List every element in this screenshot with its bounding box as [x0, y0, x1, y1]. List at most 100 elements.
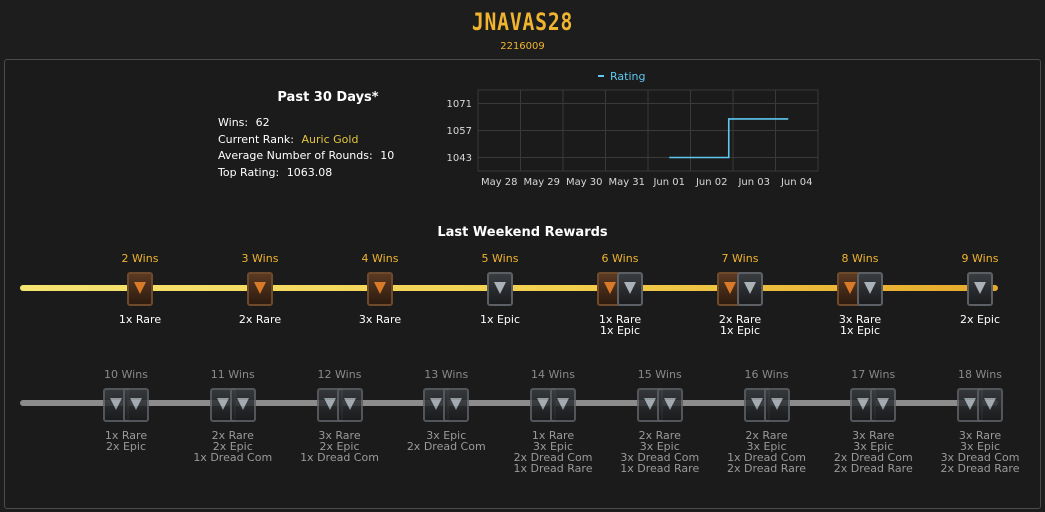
y-tick-label: 1057: [447, 126, 472, 137]
reward-tier: 11 Wins 2x Rare 2x Epic 1x Dread Com: [178, 368, 288, 463]
reward-line: 3x Rare: [958, 429, 1002, 442]
reward-tier: 18 Wins 3x Rare 3x Epic 3x Dread Com 2x Drea…: [925, 368, 1035, 474]
epic-chest-icon: [550, 388, 576, 422]
x-tick-label: Jun 03: [737, 177, 770, 188]
chest-group: [285, 386, 395, 424]
reward-line: 2x Dread Rare: [833, 462, 913, 475]
tier-wins-label: 12 Wins: [317, 368, 362, 381]
reward-tier: 7 Wins 2x Rare 1x Epic: [685, 252, 795, 336]
y-tick-label: 1071: [447, 99, 472, 110]
tier-wins-label: 16 Wins: [744, 368, 789, 381]
tier-wins-label: 15 Wins: [637, 368, 682, 381]
stat-value: 1063.08: [286, 165, 333, 179]
player-id: 2216009: [500, 41, 545, 52]
epic-chest-icon: [656, 388, 683, 422]
stat-label: Wins:: [218, 116, 249, 129]
epic-chest-icon: [123, 388, 149, 422]
stat-average-rounds: Average Number of Rounds: 10: [218, 148, 448, 165]
reward-line: 3x Epic: [853, 440, 894, 453]
reward-tier: 13 Wins 3x Epic 2x Dread Com: [391, 368, 501, 452]
reward-line: 1x Epic: [839, 324, 881, 337]
y-tick-label: 1043: [447, 153, 472, 164]
reward-line: 3x Epic: [746, 440, 787, 453]
reward-line: 3x Epic: [532, 440, 574, 453]
player-name: JNAVAS28: [471, 8, 574, 36]
reward-line: 2x Dread Com: [513, 451, 593, 464]
reward-tier: 9 Wins 2x Epic: [925, 252, 1035, 325]
tier-rewards: 2x Rare 2x Epic 1x Dread Com: [178, 430, 288, 463]
stat-label: Current Rank:: [218, 132, 295, 146]
chest-group: [565, 270, 675, 308]
chest-group: [85, 270, 195, 308]
chest-group: [685, 270, 795, 308]
x-tick-label: Jun 02: [695, 177, 728, 188]
tier-wins-label: 5 Wins: [481, 252, 519, 265]
stat-value: 10: [380, 149, 395, 162]
chest-group: [205, 270, 315, 308]
epic-chest-icon: [336, 388, 363, 422]
reward-tier: 15 Wins 2x Rare 3x Epic 3x Dread Com 1x Drea…: [605, 368, 715, 474]
tier-rewards: 3x Rare 3x Epic 3x Dread Com 2x Dread Rare: [925, 430, 1035, 474]
reward-line: 3x Epic: [959, 440, 1001, 453]
reward-line: 2x Rare: [745, 429, 788, 442]
stat-wins: Wins: 62: [218, 115, 448, 132]
reward-tier: 4 Wins 3x Rare: [325, 252, 435, 325]
epic-chest-icon: [617, 272, 643, 306]
chest-group: [178, 386, 288, 424]
tier-rewards: 3x Epic 2x Dread Com: [391, 430, 501, 452]
reward-line: 1x Rare: [118, 313, 162, 326]
chest-group: [712, 386, 822, 424]
reward-line: 1x Epic: [599, 324, 641, 337]
reward-line: 1x Dread Rare: [513, 462, 593, 475]
rare-chest-icon: [367, 272, 393, 306]
rating-chart: 1043 1057 1071 May 28 May 29 May 30 May 31 Jun …: [447, 70, 819, 188]
chest-group: [445, 270, 555, 308]
tier-rewards: 2x Rare: [205, 314, 315, 325]
tier-rewards: 1x Rare 3x Epic 2x Dread Com 1x Dread Rare: [498, 430, 608, 474]
chest-group: [805, 270, 915, 308]
header: JNAVAS28 2216009: [0, 0, 1045, 58]
tier-rewards: 2x Rare 3x Epic 3x Dread Com 1x Dread Rare: [605, 430, 715, 474]
chest-group: [925, 386, 1035, 424]
reward-line: 1x Dread Com: [193, 451, 273, 464]
reward-tier: 6 Wins 1x Rare 1x Epic: [565, 252, 675, 336]
tier-wins-label: 10 Wins: [104, 368, 148, 381]
reward-line: 2x Dread Com: [833, 451, 913, 464]
tier-rewards: 3x Rare: [325, 314, 435, 325]
epic-chest-icon: [870, 388, 897, 422]
stats-summary: Past 30 Days* Wins: 62 Current Rank: Aur…: [218, 90, 448, 181]
tier-wins-label: 6 Wins: [601, 252, 639, 265]
reward-tier: 14 Wins 1x Rare 3x Epic 2x Dread Com 1x Drea…: [498, 368, 608, 474]
x-tick-label: Jun 04: [780, 177, 813, 188]
tier-rewards: 1x Rare 2x Epic: [71, 430, 181, 452]
tier-rewards: 3x Rare 3x Epic 2x Dread Com 2x Dread Rare: [818, 430, 928, 474]
reward-tier: 12 Wins 3x Rare 2x Epic 1x Dread Com: [285, 368, 395, 463]
epic-chest-icon: [977, 388, 1003, 422]
reward-line: 2x Rare: [238, 313, 282, 326]
tier-rewards: 2x Epic: [925, 314, 1035, 325]
reward-line: 1x Rare: [104, 429, 148, 442]
reward-line: 1x Dread Com: [300, 451, 379, 464]
reward-line: 2x Epic: [212, 440, 253, 453]
reward-line: 3x Rare: [318, 429, 361, 442]
reward-line: 1x Dread Rare: [620, 462, 700, 475]
reward-line: 1x Rare: [531, 429, 575, 442]
rewards-title: Last Weekend Rewards: [437, 225, 608, 240]
tier-wins-label: 14 Wins: [531, 368, 575, 381]
tier-wins-label: 7 Wins: [721, 252, 759, 265]
x-tick-label: May 28: [481, 177, 518, 188]
x-tick-label: May 30: [566, 177, 603, 188]
reward-tier: 16 Wins 2x Rare 3x Epic 1x Dread Com 2x Drea…: [712, 368, 822, 474]
stat-current-rank: Current Rank: Auric Gold: [218, 132, 448, 149]
reward-line: 2x Epic: [959, 313, 1001, 326]
tier-wins-label: 8 Wins: [841, 252, 879, 265]
reward-line: 1x Dread Com: [727, 451, 806, 464]
chest-group: [818, 386, 928, 424]
chest-group: [71, 386, 181, 424]
reward-line: 2x Dread Rare: [940, 462, 1020, 475]
tier-wins-label: 3 Wins: [241, 252, 279, 265]
reward-line: 1x Rare: [598, 313, 642, 326]
tier-wins-label: 11 Wins: [210, 368, 255, 381]
epic-chest-icon: [857, 272, 883, 306]
stat-value: 62: [255, 116, 270, 129]
